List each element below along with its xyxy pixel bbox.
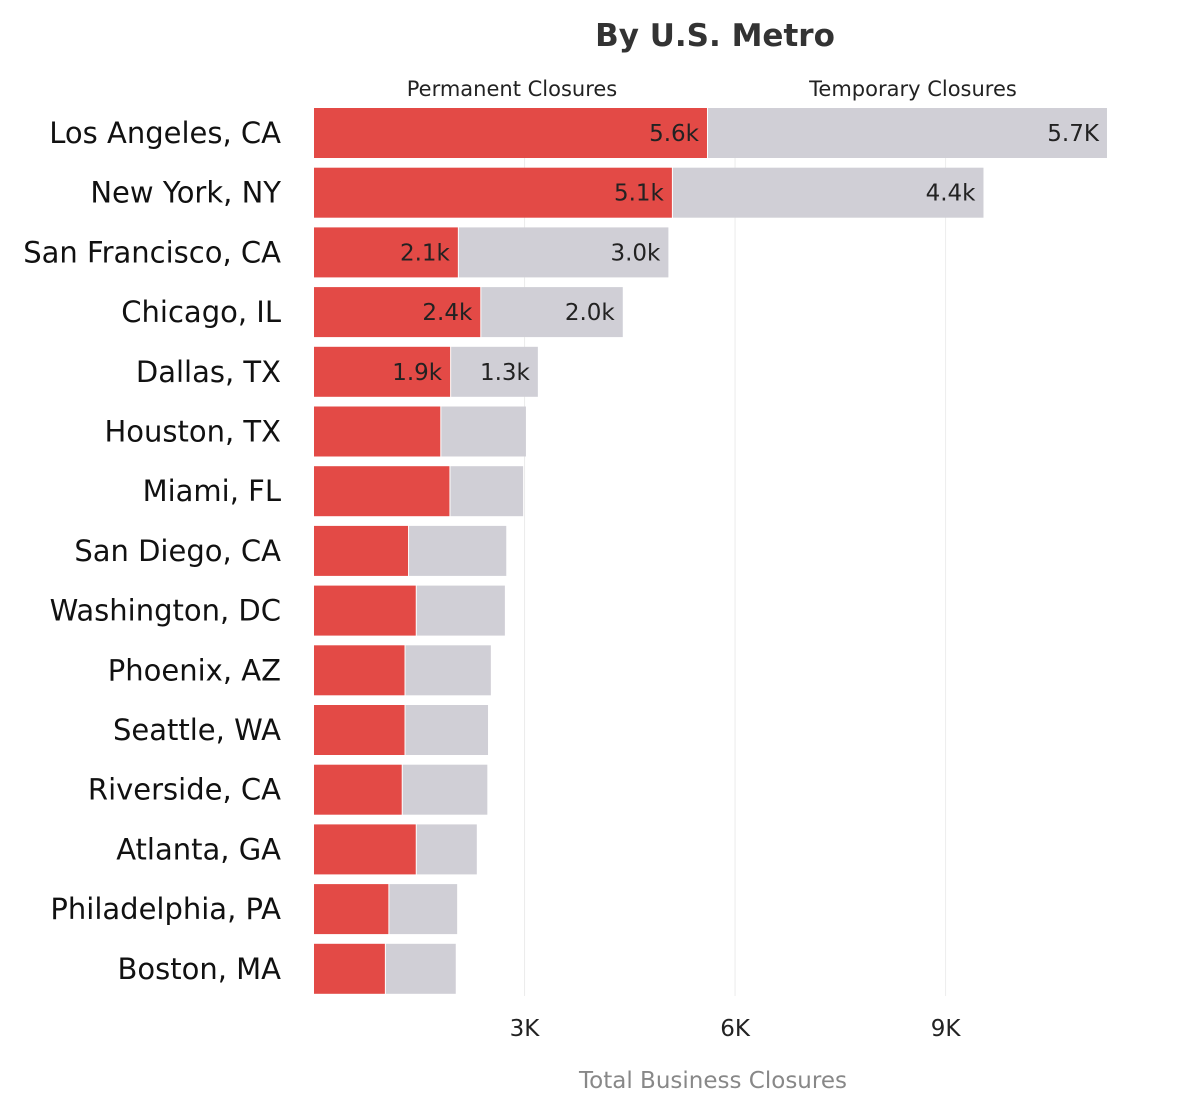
bar-temporary-closures xyxy=(416,585,505,636)
bar-temporary-closures xyxy=(409,525,507,576)
legend-permanent-closures: Permanent Closures xyxy=(407,77,618,101)
bar-temporary-closures xyxy=(402,764,488,815)
data-label-permanent: 5.6k xyxy=(649,121,700,147)
bar-temporary-closures xyxy=(451,346,538,397)
bar-temporary-closures xyxy=(405,645,491,696)
bar-temporary-closures xyxy=(416,824,477,875)
category-label: Washington, DC xyxy=(50,594,281,628)
x-axis-title: Total Business Closures xyxy=(578,1068,847,1094)
data-label-permanent: 1.9k xyxy=(392,360,443,386)
chart-title: By U.S. Metro xyxy=(595,18,835,54)
category-label: San Francisco, CA xyxy=(23,235,281,269)
category-label: San Diego, CA xyxy=(74,534,281,568)
x-tick-label: 6K xyxy=(720,1016,751,1042)
bar-permanent-closures xyxy=(314,287,481,338)
category-label: Dallas, TX xyxy=(136,355,281,389)
data-label-temporary: 5.7K xyxy=(1047,121,1100,147)
category-label: New York, NY xyxy=(90,176,281,210)
data-label-temporary: 1.3k xyxy=(480,360,531,386)
data-label-permanent: 2.4k xyxy=(422,300,473,326)
bar-temporary-closures xyxy=(458,227,669,278)
data-label-permanent: 2.1k xyxy=(400,240,451,266)
bar-permanent-closures xyxy=(314,645,405,696)
bar-permanent-closures xyxy=(314,167,672,218)
bar-permanent-closures xyxy=(314,824,416,875)
bar-temporary-closures xyxy=(385,943,456,994)
bar-temporary-closures xyxy=(389,884,458,935)
bar-permanent-closures xyxy=(314,943,385,994)
bar-permanent-closures xyxy=(314,764,402,815)
bar-permanent-closures xyxy=(314,227,458,278)
bar-permanent-closures xyxy=(314,346,451,397)
data-label-temporary: 2.0k xyxy=(565,300,616,326)
bar-permanent-closures xyxy=(314,108,707,158)
x-tick-label: 3K xyxy=(510,1016,541,1042)
category-label: Chicago, IL xyxy=(121,295,281,329)
bar-temporary-closures xyxy=(481,287,623,338)
category-label: Boston, MA xyxy=(117,952,281,986)
x-tick-label: 9K xyxy=(931,1016,962,1042)
bar-permanent-closures xyxy=(314,466,450,517)
bar-permanent-closures xyxy=(314,525,409,576)
legend-temporary-closures: Temporary Closures xyxy=(808,77,1017,101)
bar-temporary-closures xyxy=(441,406,526,457)
category-label: Houston, TX xyxy=(104,415,281,449)
bar-temporary-closures xyxy=(405,705,489,755)
category-label: Phoenix, AZ xyxy=(108,653,281,687)
bars: 5.6k 5.7K 5.1k 4.4k 2.1k 3.0k 2.4k 2.0k 1.9k 1.3k xyxy=(314,108,1107,994)
category-label: Philadelphia, PA xyxy=(50,892,281,926)
data-label-permanent: 5.1k xyxy=(614,181,665,207)
x-axis-ticks: 3K 6K 9K xyxy=(510,1016,962,1042)
bar-permanent-closures xyxy=(314,884,389,935)
category-label: Riverside, CA xyxy=(88,773,281,807)
bar-temporary-closures xyxy=(707,108,1107,158)
category-label: Seattle, WA xyxy=(113,713,281,747)
bar-permanent-closures xyxy=(314,406,441,457)
bar-permanent-closures xyxy=(314,585,416,636)
category-label: Los Angeles, CA xyxy=(49,116,281,150)
bar-temporary-closures xyxy=(672,167,984,218)
category-label: Atlanta, GA xyxy=(116,832,281,866)
bar-temporary-closures xyxy=(450,466,524,517)
bar-permanent-closures xyxy=(314,705,405,755)
category-labels: Los Angeles, CA New York, NY San Francisco… xyxy=(23,116,281,986)
category-label: Miami, FL xyxy=(143,474,281,508)
data-label-temporary: 4.4k xyxy=(926,181,977,207)
data-label-temporary: 3.0k xyxy=(610,240,661,266)
